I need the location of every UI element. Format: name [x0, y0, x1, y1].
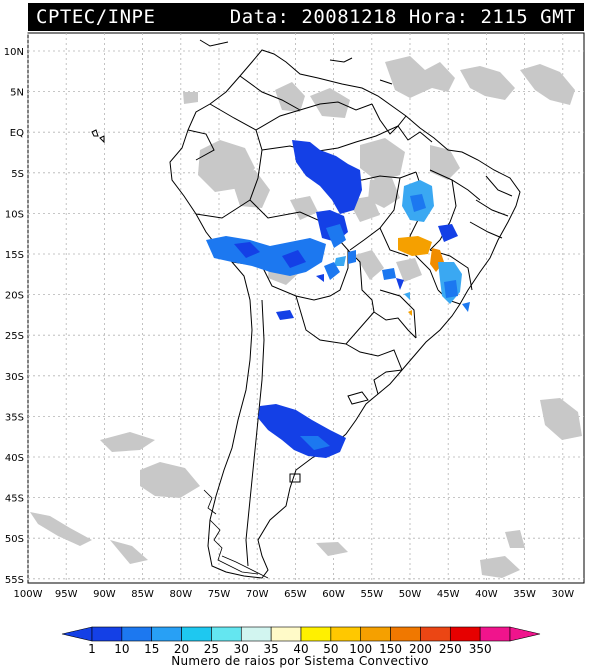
date-time-label: Data: 20081218 Hora: 2115 GMT: [229, 6, 576, 28]
latitude-label: 35S: [5, 412, 24, 423]
longitude-label: 65W: [284, 589, 307, 600]
longitude-label: 85W: [131, 589, 154, 600]
colorbar-cell: [91, 626, 123, 642]
colorbar-label: 10: [114, 642, 129, 656]
latitude-label: EQ: [10, 128, 24, 139]
tierra-del-fuego: [203, 489, 269, 579]
latitude-label: 5S: [11, 169, 24, 180]
colorbar-cell: [360, 626, 391, 642]
colorbar-cell: [300, 626, 332, 642]
colorbar-label: 100: [349, 642, 372, 656]
longitude-labels: 100W 95W 90W 85W 80W 75W 70W 65W 60W 55W 50W 45W 40W…: [14, 589, 575, 600]
colorbar-cell: [181, 626, 212, 642]
colorbar-label: 350: [469, 642, 492, 656]
longitude-label: 30W: [551, 589, 574, 600]
colorbar-left-arrow: [61, 626, 93, 642]
longitude-label: 70W: [246, 589, 269, 600]
colorbar-label: 40: [293, 642, 308, 656]
map-header: CPTEC/INPE Data: 20081218 Hora: 2115 GMT: [28, 3, 584, 31]
colorbar-label: 50: [323, 642, 338, 656]
latitude-label: 5N: [10, 88, 24, 99]
longitude-label: 55W: [360, 589, 383, 600]
country-borders: [91, 39, 521, 579]
longitude-label: 75W: [208, 589, 231, 600]
colorbar-cells: [61, 626, 541, 642]
colorbar-cell: [240, 626, 272, 642]
colorbar-label: 35: [264, 642, 279, 656]
grid-lines: [27, 33, 584, 583]
latitude-label: 40S: [5, 453, 24, 464]
latitude-label: 45S: [5, 494, 24, 505]
colorbar-caption: Numero de raios por Sistema Convectivo: [171, 654, 429, 668]
lightning-map: 10N5NEQ5S10S15S20S25S30S35S40S45S50S55S …: [4, 32, 585, 600]
colorbar-cell: [330, 626, 362, 642]
colorbar-cell: [270, 626, 302, 642]
colorbar-label: 30: [234, 642, 249, 656]
latitude-label: 10S: [5, 209, 24, 220]
colorbar: 1 10 15 20 25 30 35 40 50 100 150 200 250 350: [61, 626, 541, 656]
longitude-label: 50W: [399, 589, 422, 600]
colorbar-label: 150: [379, 642, 402, 656]
colorbar-label: 20: [174, 642, 189, 656]
longitude-label: 40W: [475, 589, 498, 600]
longitude-label: 100W: [14, 589, 43, 600]
longitude-label: 80W: [169, 589, 192, 600]
colorbar-labels: 1 10 15 20 25 30 35 40 50 100 150 200 250 350: [88, 642, 491, 656]
source-label: CPTEC/INPE: [36, 6, 156, 28]
longitude-label: 60W: [322, 589, 345, 600]
latitude-labels: 10N 5N EQ 5S 10S 15S 20S 25S 30S 35S 40S 45S 50S 55S: [4, 47, 24, 586]
colorbar-label: 25: [204, 642, 219, 656]
latitude-label: 10N: [4, 47, 24, 58]
longitude-label: 95W: [55, 589, 78, 600]
convective-systems: [206, 140, 470, 458]
latitude-label: 50S: [5, 534, 24, 545]
colorbar-label: 1: [88, 642, 96, 656]
colorbar-cell: [151, 626, 182, 642]
longitude-label: 90W: [93, 589, 116, 600]
cloud-cover: [30, 56, 582, 578]
longitude-label: 35W: [513, 589, 536, 600]
map-frame: [27, 32, 585, 584]
colorbar-cell: [479, 626, 511, 642]
colorbar-cell: [449, 626, 481, 642]
colorbar-right-arrow: [509, 626, 541, 642]
colorbar-label: 15: [144, 642, 159, 656]
colorbar-cell: [420, 626, 451, 642]
colorbar-label: 250: [439, 642, 462, 656]
colorbar-cell: [211, 626, 242, 642]
colorbar-cell: [121, 626, 153, 642]
latitude-label: 30S: [5, 372, 24, 383]
longitude-label: 45W: [437, 589, 460, 600]
colorbar-cell: [390, 626, 421, 642]
latitude-label: 20S: [5, 291, 24, 302]
colorbar-label: 200: [409, 642, 432, 656]
latitude-label: 55S: [5, 575, 24, 586]
latitude-label: 25S: [5, 331, 24, 342]
latitude-label: 15S: [5, 250, 24, 261]
